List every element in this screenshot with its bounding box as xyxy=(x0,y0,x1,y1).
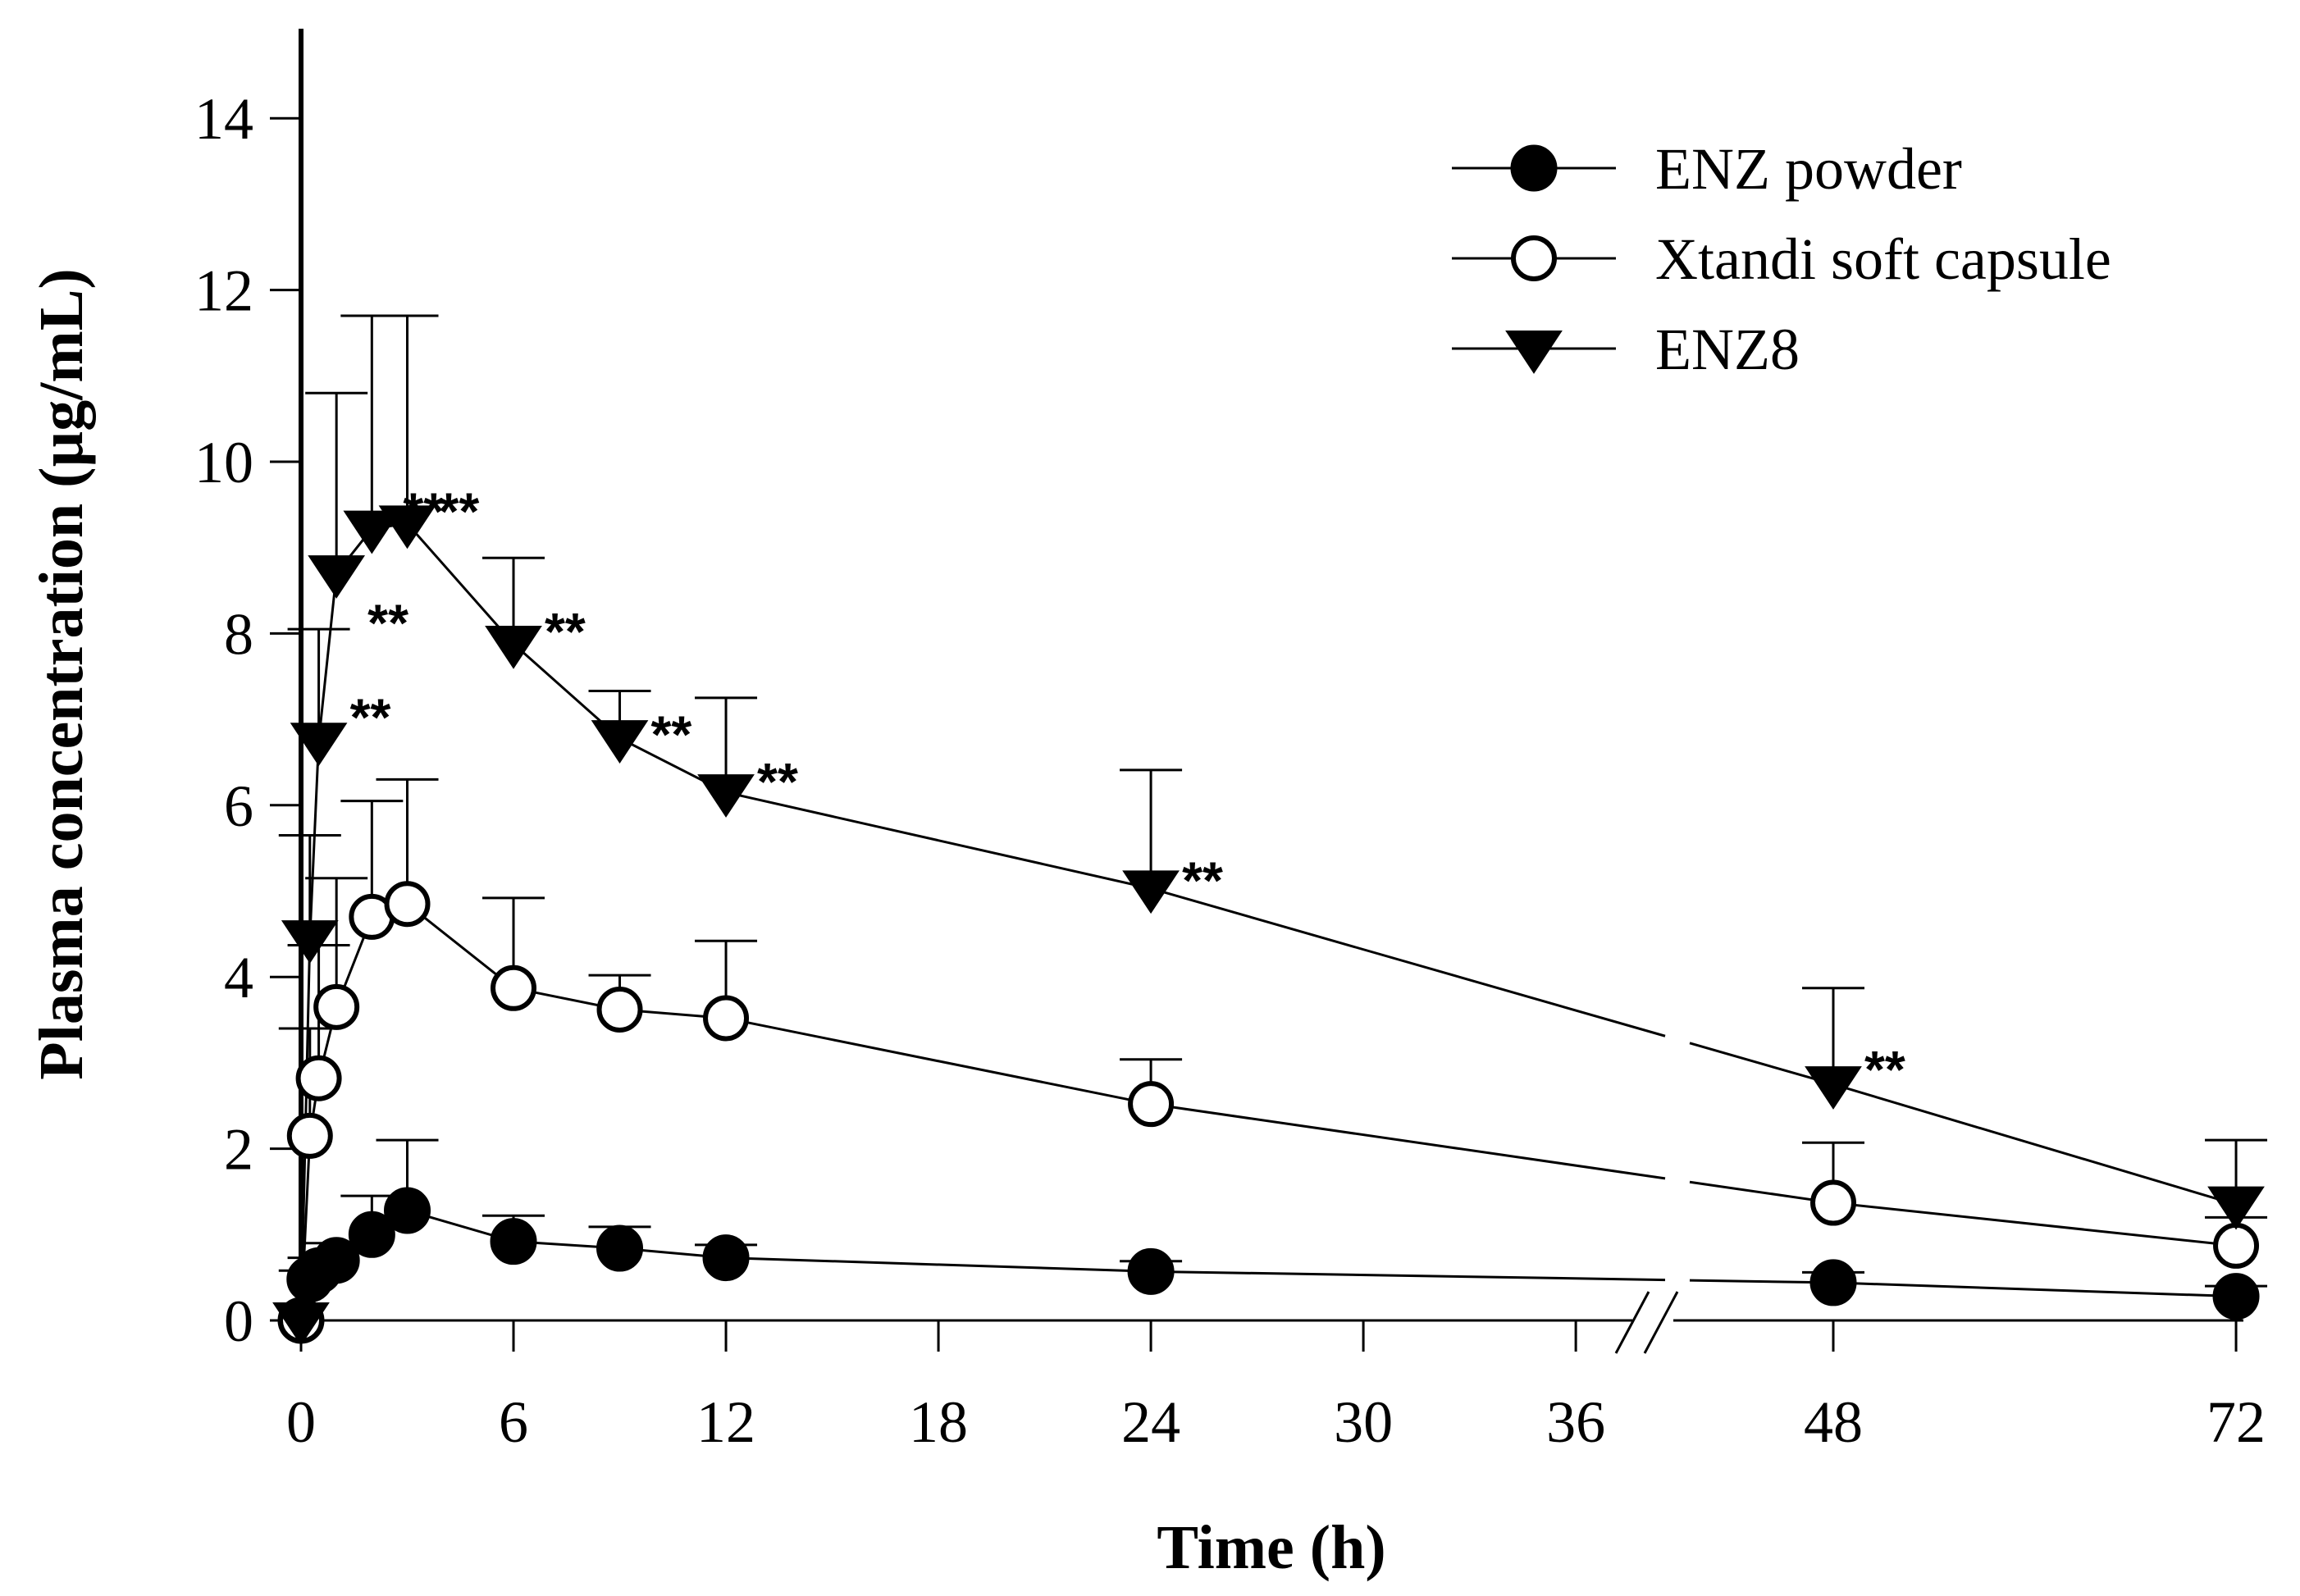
series-line-2-b xyxy=(1689,1042,2237,1206)
x-tick-label-12: 12 xyxy=(696,1389,755,1455)
marker-2-11 xyxy=(2207,1186,2265,1230)
y-axis-title: Plasma concentration (µg/mL) xyxy=(27,268,96,1079)
marker-0-6 xyxy=(490,1218,537,1265)
marker-1-8 xyxy=(703,995,750,1042)
x-tick-label-24: 24 xyxy=(1121,1389,1180,1455)
y-tick-label-12: 12 xyxy=(194,258,253,324)
series-line-0-b xyxy=(1689,1279,2237,1298)
marker-0-10 xyxy=(1809,1259,1857,1306)
markers-layer xyxy=(272,505,2265,1346)
y-tick-label-0: 0 xyxy=(224,1288,253,1354)
error-bars-layer xyxy=(278,314,2268,1297)
significance-label-3: ** xyxy=(439,481,480,540)
significance-label-7: ** xyxy=(1182,851,1223,910)
y-tick-label-8: 8 xyxy=(224,601,253,667)
marker-1-3 xyxy=(313,983,360,1030)
marker-2-8 xyxy=(697,774,755,818)
x-tick-label-72: 72 xyxy=(2206,1389,2266,1455)
marker-0-4 xyxy=(348,1211,395,1258)
marker-0-11 xyxy=(2212,1273,2260,1320)
marker-2-4 xyxy=(343,510,401,554)
marker-0-5 xyxy=(384,1187,431,1234)
marker-0-8 xyxy=(702,1234,750,1282)
legend-marker-0 xyxy=(1510,144,1558,192)
marker-2-3 xyxy=(308,555,366,599)
y-tick-label-6: 6 xyxy=(224,773,253,839)
y-tick-label-2: 2 xyxy=(224,1117,253,1183)
x-tick-label-48: 48 xyxy=(1804,1389,1863,1455)
significance-label-2: ** xyxy=(403,481,444,540)
marker-2-0 xyxy=(272,1302,330,1346)
marker-2-5 xyxy=(378,505,436,549)
legend-marker-1 xyxy=(1511,235,1557,281)
marker-2-1 xyxy=(281,920,339,964)
legend-label-0: ENZ powder xyxy=(1655,136,1962,202)
marker-1-6 xyxy=(491,964,537,1011)
y-tick-label-10: 10 xyxy=(194,430,253,495)
series-lines-layer xyxy=(299,522,2237,1321)
axis-break-mark-1 xyxy=(1614,1291,1650,1354)
marker-0-9 xyxy=(1127,1247,1175,1295)
marker-0-7 xyxy=(596,1224,644,1272)
significance-label-6: ** xyxy=(757,752,798,811)
legend: ENZ powder Xtandi soft capsule ENZ8 xyxy=(1452,136,2111,382)
significance-label-5: ** xyxy=(651,705,692,764)
significance-label-0: ** xyxy=(350,688,391,747)
x-tick-label-0: 0 xyxy=(286,1389,316,1455)
marker-2-10 xyxy=(1805,1066,1862,1110)
marker-1-1 xyxy=(286,1112,333,1159)
x-tick-label-30: 30 xyxy=(1334,1389,1393,1455)
y-tick-label-4: 4 xyxy=(224,945,253,1010)
marker-1-9 xyxy=(1128,1081,1175,1128)
series-line-1-b xyxy=(1689,1180,2237,1247)
x-axis-title: Time (h) xyxy=(1157,1513,1385,1582)
significance-label-8: ** xyxy=(1864,1040,1905,1099)
marker-2-2 xyxy=(290,723,348,767)
x-tick-label-6: 6 xyxy=(499,1389,528,1455)
x-tick-label-18: 18 xyxy=(909,1389,968,1455)
marker-1-11 xyxy=(2213,1222,2260,1269)
marker-1-2 xyxy=(295,1055,342,1101)
y-tick-label-14: 14 xyxy=(194,86,253,152)
marker-1-7 xyxy=(596,986,643,1033)
significance-label-1: ** xyxy=(367,593,408,652)
marker-2-6 xyxy=(485,625,542,669)
legend-label-2: ENZ8 xyxy=(1655,317,1800,382)
marker-2-9 xyxy=(1122,870,1180,914)
marker-2-7 xyxy=(591,720,649,764)
marker-0-3 xyxy=(313,1237,360,1284)
marker-1-10 xyxy=(1810,1179,1856,1226)
legend-marker-2 xyxy=(1505,331,1563,374)
significance-label-4: ** xyxy=(545,602,586,661)
marker-1-5 xyxy=(384,881,431,928)
legend-label-1: Xtandi soft capsule xyxy=(1655,226,2111,292)
axis-break-mark-2 xyxy=(1643,1291,1679,1354)
x-tick-label-36: 36 xyxy=(1546,1389,1605,1455)
